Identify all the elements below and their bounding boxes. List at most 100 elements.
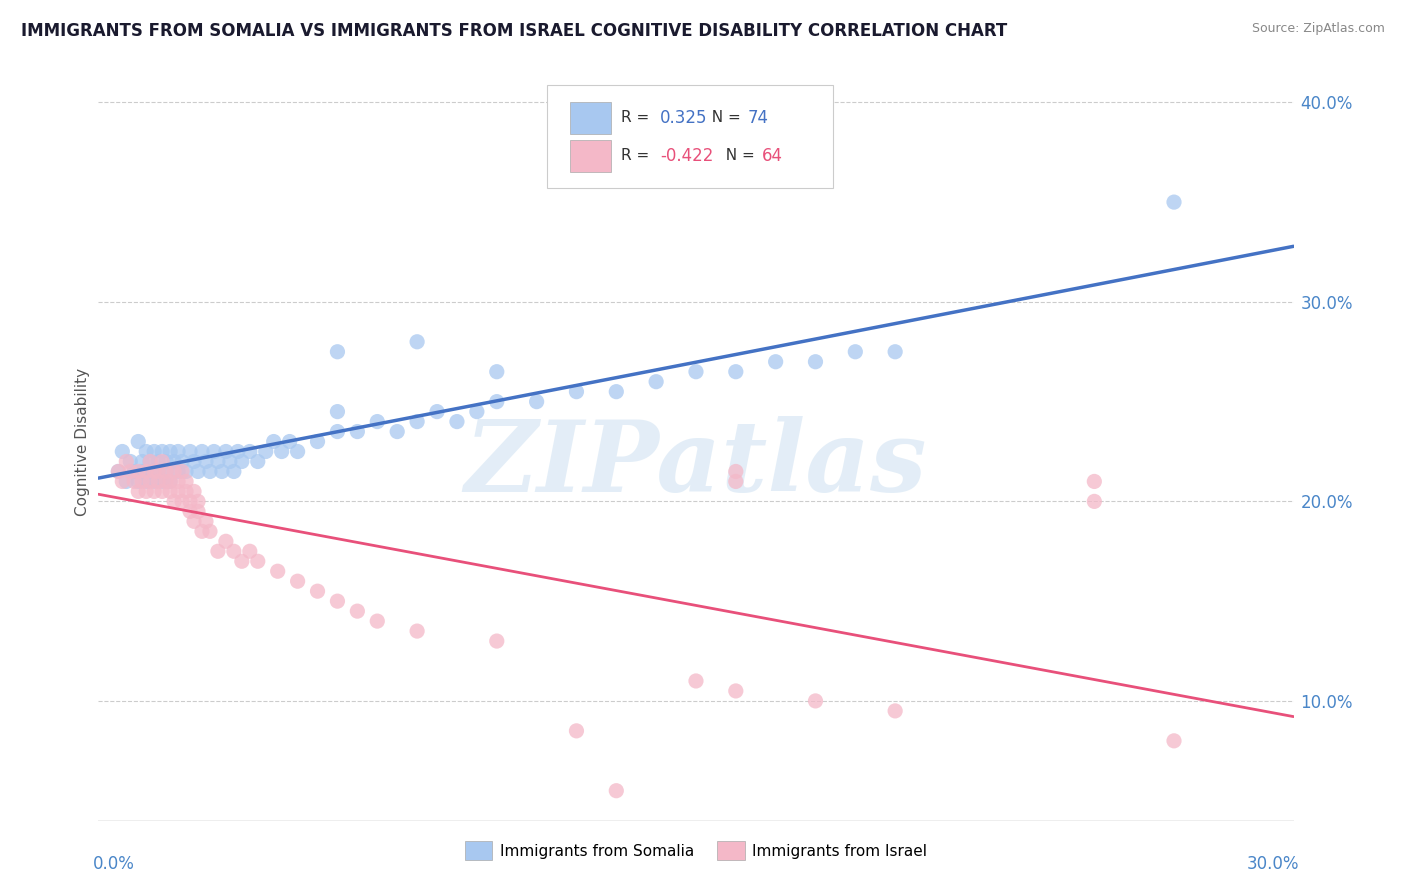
Point — [115, 454, 138, 468]
Point — [172, 454, 194, 468]
Point — [207, 544, 229, 558]
Point — [605, 783, 627, 797]
Point — [167, 484, 190, 499]
Point — [124, 475, 146, 489]
Point — [139, 465, 162, 479]
Point — [406, 415, 429, 429]
Point — [211, 465, 233, 479]
Point — [202, 444, 225, 458]
Text: N =: N = — [716, 148, 759, 163]
Point — [446, 415, 468, 429]
Point — [115, 475, 138, 489]
Point — [163, 494, 186, 508]
Point — [127, 434, 149, 449]
Point — [150, 475, 173, 489]
Point — [179, 504, 201, 518]
Point — [222, 544, 245, 558]
Point — [148, 454, 170, 468]
Point — [159, 484, 181, 499]
Point — [195, 454, 218, 468]
Point — [183, 484, 205, 499]
Point — [195, 514, 218, 528]
Point — [219, 454, 242, 468]
Point — [131, 454, 153, 468]
Point — [179, 444, 201, 458]
Point — [139, 454, 162, 468]
Point — [267, 564, 290, 578]
Point — [120, 454, 142, 468]
Point — [844, 344, 866, 359]
Point — [148, 465, 170, 479]
Point — [198, 524, 221, 539]
Point — [287, 444, 309, 458]
Point — [485, 365, 508, 379]
Point — [1163, 734, 1185, 748]
Point — [111, 475, 134, 489]
Text: N =: N = — [702, 111, 745, 125]
Point — [426, 404, 449, 418]
Point — [139, 454, 162, 468]
Point — [724, 684, 747, 698]
Point — [485, 394, 508, 409]
Point — [884, 704, 907, 718]
Point — [167, 444, 190, 458]
Point — [254, 444, 277, 458]
Point — [107, 465, 129, 479]
Point — [287, 574, 309, 589]
Point — [1083, 494, 1105, 508]
Point — [150, 444, 173, 458]
Point — [172, 494, 194, 508]
Point — [307, 584, 329, 599]
Point — [167, 475, 190, 489]
Point — [724, 475, 747, 489]
Point — [246, 554, 269, 568]
Point — [174, 465, 197, 479]
Point — [565, 384, 588, 399]
Point — [191, 524, 214, 539]
Point — [163, 454, 186, 468]
Point — [143, 465, 166, 479]
Point — [155, 475, 177, 489]
Point — [124, 465, 146, 479]
Point — [231, 454, 253, 468]
Point — [307, 434, 329, 449]
Point — [326, 344, 349, 359]
Point — [120, 465, 142, 479]
Point — [191, 444, 214, 458]
Point — [135, 444, 157, 458]
Point — [724, 465, 747, 479]
Point — [207, 454, 229, 468]
Point — [143, 475, 166, 489]
Y-axis label: Cognitive Disability: Cognitive Disability — [75, 368, 90, 516]
Point — [215, 534, 238, 549]
Point — [107, 465, 129, 479]
Point — [127, 475, 149, 489]
Point — [270, 444, 292, 458]
Point — [346, 604, 368, 618]
Point — [187, 494, 209, 508]
Point — [565, 723, 588, 738]
Point — [465, 404, 488, 418]
Text: Source: ZipAtlas.com: Source: ZipAtlas.com — [1251, 22, 1385, 36]
Point — [263, 434, 285, 449]
Point — [155, 454, 177, 468]
FancyBboxPatch shape — [547, 85, 834, 187]
Point — [326, 425, 349, 439]
Point — [187, 465, 209, 479]
FancyBboxPatch shape — [571, 102, 612, 134]
Point — [215, 444, 238, 458]
Point — [148, 465, 170, 479]
Point — [167, 465, 190, 479]
Point — [645, 375, 668, 389]
Point — [155, 465, 177, 479]
Point — [239, 444, 262, 458]
Text: 30.0%: 30.0% — [1247, 855, 1299, 872]
Point — [485, 634, 508, 648]
Point — [231, 554, 253, 568]
Text: IMMIGRANTS FROM SOMALIA VS IMMIGRANTS FROM ISRAEL COGNITIVE DISABILITY CORRELATI: IMMIGRANTS FROM SOMALIA VS IMMIGRANTS FR… — [21, 22, 1007, 40]
Point — [183, 454, 205, 468]
Point — [804, 694, 827, 708]
Point — [135, 465, 157, 479]
Point — [143, 484, 166, 499]
Point — [804, 355, 827, 369]
